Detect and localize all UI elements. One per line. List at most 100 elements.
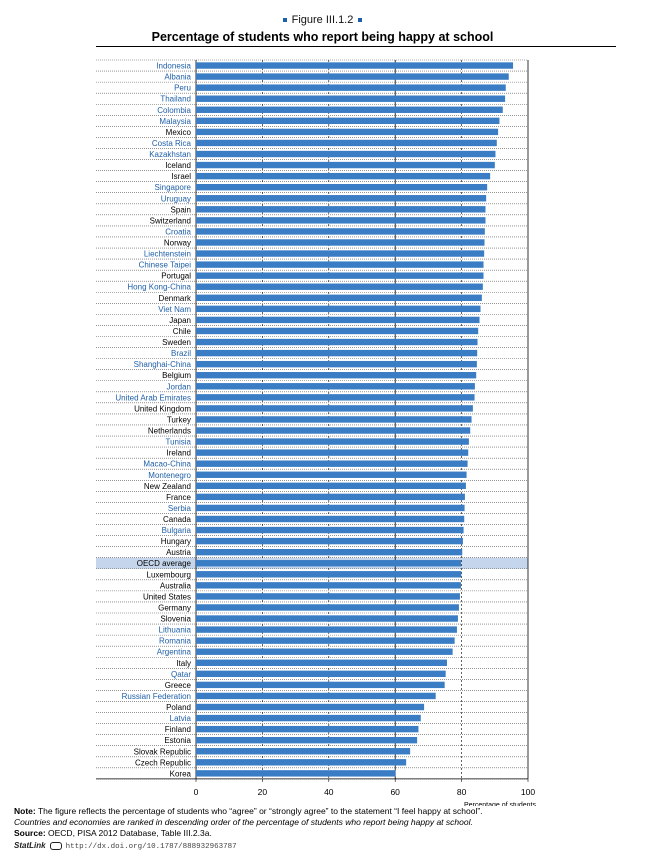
country-label: Estonia xyxy=(164,736,191,745)
bar xyxy=(196,305,481,313)
bar xyxy=(196,681,445,689)
x-tick-label: 20 xyxy=(258,787,268,797)
link-icon xyxy=(49,842,62,851)
country-label: United Arab Emirates xyxy=(115,393,191,402)
country-label: Czech Republic xyxy=(135,758,191,767)
bar xyxy=(196,670,446,678)
country-label: Israel xyxy=(171,172,191,181)
bar xyxy=(196,770,396,777)
bar xyxy=(196,338,478,346)
country-label: France xyxy=(166,493,191,502)
bar xyxy=(196,637,455,644)
bar xyxy=(196,161,495,169)
country-label: Denmark xyxy=(159,294,192,303)
bar xyxy=(196,73,509,80)
country-label: Mexico xyxy=(166,128,192,137)
country-label: Thailand xyxy=(160,95,191,104)
country-label: Slovenia xyxy=(160,615,191,624)
country-label: Croatia xyxy=(165,227,191,236)
bar xyxy=(196,128,499,136)
bar xyxy=(196,106,503,113)
source-text: OECD, PISA 2012 Database, Table III.2.3a… xyxy=(45,828,212,838)
country-label: Qatar xyxy=(171,670,191,679)
bar xyxy=(196,471,467,478)
country-label: Germany xyxy=(158,603,191,612)
country-label: Brazil xyxy=(171,349,191,358)
bar xyxy=(196,261,484,268)
bar xyxy=(196,250,485,257)
bar xyxy=(196,526,464,534)
country-label: United States xyxy=(143,592,191,601)
bar xyxy=(196,372,477,379)
bar xyxy=(196,504,465,512)
bar xyxy=(196,493,465,501)
country-label: Austria xyxy=(166,548,191,557)
country-label: Lithuania xyxy=(159,626,192,635)
bar xyxy=(196,239,485,246)
bar xyxy=(196,183,488,191)
figure-number: Figure III.1.2 xyxy=(0,14,645,26)
country-label: Japan xyxy=(169,316,191,325)
bar xyxy=(196,95,506,102)
note-text: The figure reflects the percentage of st… xyxy=(35,806,483,816)
country-label: Bulgaria xyxy=(162,526,192,535)
country-label: Liechtenstein xyxy=(144,250,191,259)
bar xyxy=(196,615,458,622)
country-label: Argentina xyxy=(157,648,192,657)
source-label: Source: xyxy=(14,828,46,838)
country-label: Norway xyxy=(164,238,191,247)
country-label: Viet Nam xyxy=(158,305,191,314)
bar xyxy=(196,515,465,523)
country-label: OECD average xyxy=(137,559,192,568)
country-label: Chinese Taipei xyxy=(139,261,192,270)
bar xyxy=(196,659,447,666)
figure-number-text: Figure III.1.2 xyxy=(291,14,354,26)
country-label: United Kingdom xyxy=(134,404,191,413)
source: Source: OECD, PISA 2012 Database, Table … xyxy=(14,828,634,839)
bar xyxy=(196,272,484,279)
bar xyxy=(196,626,457,633)
statlink-url[interactable]: http://dx.doi.org/10.1787/888932963787 xyxy=(65,843,237,851)
note-ranking: Countries and economies are ranked in de… xyxy=(14,817,473,827)
country-label: Hong Kong-China xyxy=(127,283,191,292)
bar xyxy=(196,438,469,445)
bar xyxy=(196,560,461,567)
bar xyxy=(196,117,500,125)
country-label: Indonesia xyxy=(156,62,191,71)
bar xyxy=(196,206,486,213)
bar xyxy=(196,84,506,91)
bar xyxy=(196,571,462,578)
country-label: Russian Federation xyxy=(122,692,191,701)
country-label: Singapore xyxy=(155,183,192,192)
bar xyxy=(196,294,482,301)
bar xyxy=(196,283,483,290)
country-label: Albania xyxy=(164,73,191,82)
country-label: Portugal xyxy=(161,272,191,281)
country-label: Serbia xyxy=(168,504,192,513)
bar xyxy=(196,537,463,545)
country-label: Uruguay xyxy=(161,194,191,203)
title-rule xyxy=(96,46,616,47)
bar xyxy=(196,383,475,390)
country-label: Turkey xyxy=(167,415,191,424)
note: Note: The figure reflects the percentage… xyxy=(14,806,634,817)
bar xyxy=(196,172,491,180)
bar xyxy=(196,316,480,324)
bar xyxy=(196,703,425,711)
country-label: Finland xyxy=(165,725,191,734)
country-label: Peru xyxy=(174,84,191,93)
bar xyxy=(196,360,477,368)
country-label: Colombia xyxy=(157,106,191,115)
country-label: Greece xyxy=(165,681,192,690)
statlink-label: StatLink xyxy=(14,841,46,850)
bar xyxy=(196,582,461,589)
x-tick-label: 100 xyxy=(521,787,535,797)
bar xyxy=(196,349,478,357)
chart-title: Percentage of students who report being … xyxy=(151,30,494,44)
bar xyxy=(196,394,475,401)
bar xyxy=(196,736,418,744)
bar xyxy=(196,449,469,456)
country-label: Korea xyxy=(170,769,192,778)
bar xyxy=(196,460,468,467)
bar xyxy=(196,405,473,412)
